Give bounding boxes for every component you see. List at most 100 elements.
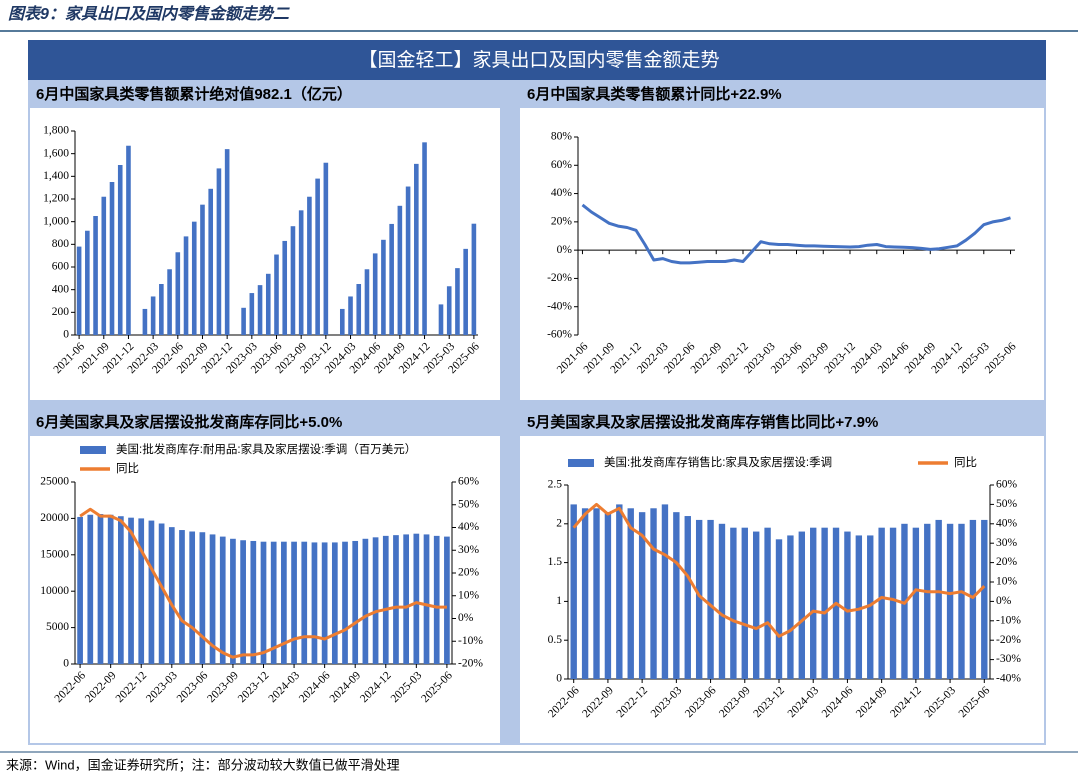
bar [798,531,806,679]
bar [126,145,131,335]
legend-label: 同比 [954,456,977,469]
y-tick-label: 1,800 [43,125,69,137]
y-tick-label: 1.5 [548,556,563,568]
bar [128,517,134,664]
bar [616,504,623,679]
bar [604,512,612,679]
bar [787,535,794,679]
bar [752,531,760,679]
y2-tick-label: 40% [996,517,1018,529]
y-tick-label: 2 [556,517,562,529]
y-tick-label: 1 [556,595,562,607]
bar [323,162,329,335]
figure-title: 图表9：家具出口及国内零售金额走势二 [8,5,290,23]
bar [695,519,703,679]
y-tick-label: 2.5 [548,479,563,491]
bar [969,519,977,679]
y-tick-label: 200 [52,306,70,318]
bar [821,527,828,679]
bar [958,523,965,679]
bar [342,541,348,664]
bar [265,273,271,335]
y-tick-label: 600 [52,261,70,273]
panel-title: 6月美国家具及家居摆设批发商库存同比+5.0% [36,413,342,431]
bar [381,239,386,335]
y-tick-label: -20% [547,272,572,284]
bar [446,286,452,335]
y2-tick-label: 50% [996,498,1018,510]
bar [924,523,931,679]
bar [946,523,954,679]
bar [627,508,634,679]
legend-swatch [568,459,594,467]
bar [414,163,419,335]
bar [364,269,370,335]
bar [311,542,318,664]
bar [150,296,156,335]
y-tick-label: 800 [52,238,70,250]
bar [109,182,115,335]
bar [707,519,714,679]
line [581,203,1011,265]
bar [291,541,297,664]
bar [810,527,817,679]
banner-title: 【国金轻工】家具出口及国内零售金额走势 [358,49,719,71]
y-tick-label: 20000 [40,512,69,524]
bar [372,537,379,664]
bar [444,536,450,664]
bar [290,226,296,335]
bar [372,253,378,335]
y-tick-label: 10000 [40,585,69,597]
bar [167,269,172,335]
y2-tick-label: 30% [996,537,1018,549]
bar [339,308,345,335]
bar [471,223,477,335]
bar [191,221,197,335]
bar [117,165,123,335]
bar [889,527,897,679]
legend-label: 美国:批发商库存销售比:家具及家居摆设:季调 [604,455,832,469]
line [572,502,986,638]
bar [298,210,304,335]
panel-title: 6月中国家具类零售额累计同比+22.9% [527,85,782,103]
bar [867,535,874,679]
y2-tick-label: -10% [996,614,1021,626]
bar [148,520,155,664]
bar [718,523,726,679]
bar [142,308,148,335]
y2-tick-label: 30% [458,544,480,556]
y2-tick-label: 60% [996,479,1018,491]
y-tick-label: 1,200 [43,193,69,205]
y-tick-label: -60% [547,329,572,341]
bar [250,540,257,664]
bar [935,519,942,679]
bar [352,540,359,664]
bar [85,230,90,335]
bar [97,514,104,664]
y-tick-label: 0% [557,244,573,256]
panel-title: 5月美国家具及家居摆设批发商库存销售比同比+7.9% [527,413,878,431]
bar [241,307,246,335]
y-tick-label: 0 [556,673,562,685]
y-tick-label: 0 [63,329,69,341]
y-tick-label: 15000 [40,548,69,560]
bar [315,178,320,335]
bar [382,535,389,664]
bar [179,530,185,664]
bar [101,196,107,335]
y-tick-label: 0 [63,658,69,670]
bar [240,540,246,664]
y2-tick-label: 10% [996,576,1018,588]
y2-tick-label: 10% [458,589,480,601]
bar [405,186,411,335]
legend-label: 美国:批发商库存:耐用品:家具及家居摆设:季调（百万美元） [116,442,416,456]
bar [775,539,783,679]
bar [138,518,145,664]
bar [200,204,205,335]
y2-tick-label: 40% [458,521,480,533]
panel-title: 6月中国家具类零售额累计绝对值982.1（亿元） [36,85,352,103]
bar [274,254,279,335]
bar [117,516,124,664]
y-tick-label: -40% [547,300,572,312]
